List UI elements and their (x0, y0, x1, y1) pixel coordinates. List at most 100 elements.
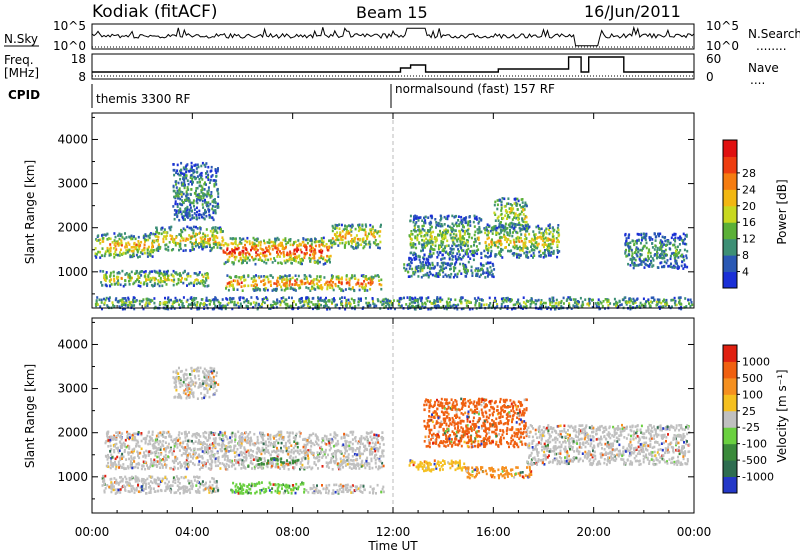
power-cell (190, 307, 193, 310)
power-cell (428, 222, 431, 225)
power-cell (232, 286, 235, 289)
power-cell (268, 241, 271, 245)
power-cell (415, 299, 418, 302)
power-cell (428, 240, 431, 244)
velocity-cell (155, 434, 158, 438)
power-cell (649, 236, 652, 240)
power-cell (184, 249, 187, 252)
power-cell (410, 258, 413, 261)
velocity-cell (167, 430, 170, 434)
power-cell (539, 305, 542, 309)
power-cell (216, 236, 219, 240)
power-cell (126, 251, 129, 254)
power-cell (163, 231, 166, 234)
power-cell (102, 270, 105, 273)
power-cell (506, 305, 509, 308)
power-cell (334, 282, 337, 286)
power-cell (180, 212, 183, 216)
power-cell (478, 227, 481, 231)
power-cell (435, 238, 438, 242)
power-cell (465, 221, 468, 225)
velocity-cell (224, 455, 227, 458)
power-cell (656, 254, 658, 257)
power-cell (348, 279, 351, 282)
power-cell (280, 288, 283, 292)
power-cell (289, 238, 292, 241)
velocity-cell (162, 435, 165, 438)
power-cell (500, 200, 503, 204)
power-cell (454, 274, 457, 277)
power-cell (629, 307, 632, 311)
power-cell (257, 303, 260, 307)
power-cell (672, 264, 675, 268)
power-cell (199, 184, 202, 187)
power-cell (284, 246, 287, 250)
power-cell (207, 284, 210, 287)
power-cell (235, 247, 238, 251)
power-cell (336, 235, 339, 238)
power-cell (543, 241, 546, 245)
power-cell (138, 242, 141, 245)
power-cell (288, 257, 291, 261)
power-cell (196, 181, 199, 184)
power-cell (144, 270, 147, 273)
power-cell (150, 251, 153, 254)
power-cell (685, 242, 688, 246)
power-cell (283, 300, 286, 304)
power-cell (461, 249, 463, 252)
power-cell (626, 242, 629, 245)
power-cell (241, 259, 243, 262)
power-cell (508, 224, 511, 228)
velocity-cell (271, 450, 274, 453)
power-cell (678, 301, 681, 305)
power-cell (180, 195, 183, 198)
power-cell (537, 224, 540, 228)
power-cell (423, 216, 425, 220)
power-cell (346, 225, 349, 228)
power-cell (206, 299, 209, 302)
power-cell (412, 253, 415, 257)
power-cell (208, 239, 211, 242)
power-cell (680, 303, 683, 306)
power-cell (350, 242, 353, 245)
power-cell (171, 235, 174, 238)
power-cell (332, 240, 335, 244)
power-cell (314, 303, 317, 306)
power-cell (656, 256, 658, 260)
power-cell (151, 270, 153, 273)
power-cell (553, 228, 556, 232)
power-cell (510, 207, 513, 210)
power-cell (503, 197, 506, 201)
power-cell (660, 301, 663, 305)
power-cell (435, 300, 438, 303)
power-cell (299, 301, 302, 305)
velocity-cell (195, 436, 198, 439)
power-cell (474, 269, 477, 272)
velocity-cell (295, 442, 297, 446)
power-cell (689, 304, 692, 308)
power-cell (211, 232, 214, 235)
power-cell (488, 296, 491, 300)
power-cell (435, 275, 438, 278)
power-cell (502, 224, 505, 228)
power-cell (418, 216, 420, 219)
power-cell (261, 303, 263, 306)
power-cell (305, 244, 307, 247)
power-cell (132, 253, 134, 257)
power-cell (532, 239, 535, 242)
y-tick-label: 4000 (57, 132, 88, 146)
power-cell (500, 212, 503, 216)
velocity-cell (210, 461, 213, 464)
power-cell (113, 243, 116, 246)
power-cell (172, 283, 175, 287)
power-cell (420, 231, 423, 234)
velocity-cell (233, 446, 236, 450)
power-cell (127, 273, 130, 277)
power-cell (639, 248, 642, 252)
power-cell (546, 307, 549, 310)
power-cell (310, 246, 313, 250)
power-cell (167, 296, 170, 299)
power-cell (414, 243, 417, 246)
power-cell (525, 255, 528, 259)
velocity-cell (137, 444, 140, 448)
